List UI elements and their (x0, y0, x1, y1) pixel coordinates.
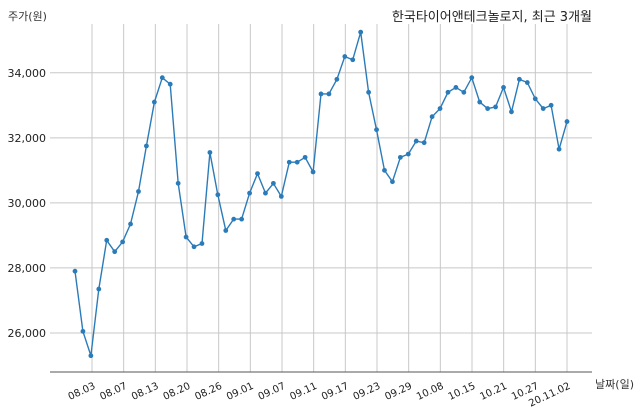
data-point (445, 89, 451, 95)
y-tick-label: 28,000 (8, 262, 47, 275)
data-point (390, 179, 395, 185)
x-tick-label: 10.21 (478, 381, 509, 403)
y-tick-label: 34,000 (8, 67, 47, 80)
x-tick-label: 10.08 (415, 381, 446, 403)
x-tick-label: 08.13 (130, 381, 161, 403)
data-point (405, 151, 411, 157)
data-point (80, 328, 86, 334)
data-point (159, 75, 165, 81)
data-point (366, 89, 372, 95)
data-point (255, 171, 260, 177)
data-point (532, 96, 538, 102)
data-point (183, 234, 189, 240)
data-point (334, 76, 340, 82)
data-point (175, 180, 181, 186)
x-tick-label: 09.07 (257, 381, 288, 403)
data-point (191, 244, 197, 250)
data-point (516, 76, 522, 82)
data-point (112, 249, 118, 255)
data-point (382, 167, 387, 173)
data-point (453, 85, 459, 90)
data-point (524, 80, 530, 85)
data-point (223, 228, 229, 233)
data-point (564, 119, 570, 124)
data-point (485, 106, 491, 111)
x-tick-label: 09.01 (225, 381, 256, 403)
y-tick-label: 30,000 (8, 197, 47, 210)
data-point (350, 57, 356, 63)
y-tick-label: 32,000 (8, 132, 47, 145)
data-point (278, 193, 284, 199)
data-point (310, 169, 316, 175)
data-point (493, 104, 498, 110)
data-point (318, 91, 324, 97)
data-point (239, 216, 245, 222)
data-point (286, 159, 292, 165)
data-point (104, 237, 110, 243)
data-point (294, 159, 300, 165)
data-point (540, 106, 546, 111)
x-tick-label: 09.23 (352, 381, 383, 403)
data-point (342, 54, 348, 59)
data-point (326, 91, 332, 97)
data-point (556, 146, 562, 152)
x-tick-label: 08.07 (98, 381, 129, 403)
data-point (247, 190, 252, 196)
data-point (167, 81, 173, 87)
x-tick-label: 09.29 (383, 381, 414, 403)
x-axis-label: 날짜(일) (595, 378, 634, 391)
data-point (207, 150, 213, 155)
data-point (501, 85, 506, 90)
data-point (231, 216, 237, 222)
chart-title: 한국타이어앤테크놀로지, 최근 3개월 (391, 10, 592, 25)
data-point (215, 192, 221, 198)
x-tick-label: 08.03 (67, 381, 98, 403)
data-point (469, 75, 475, 81)
data-point (302, 154, 308, 160)
y-tick-label: 26,000 (8, 327, 47, 340)
data-point (358, 29, 364, 35)
x-tick-label: 08.26 (193, 381, 224, 403)
data-point (429, 114, 435, 120)
data-point (199, 241, 205, 246)
y-axis-label: 주가(원) (8, 10, 47, 23)
data-point (413, 138, 419, 144)
data-point (144, 143, 149, 149)
data-point (477, 99, 483, 105)
data-point (548, 102, 554, 108)
data-point (96, 286, 102, 292)
data-point (397, 154, 403, 160)
data-point (421, 140, 427, 146)
x-tick-label: 08.20 (162, 381, 193, 403)
x-tick-label: 09.17 (320, 381, 351, 403)
data-point (461, 89, 467, 95)
data-point (88, 353, 94, 359)
data-point (72, 268, 78, 274)
x-tick-label: 09.11 (288, 381, 319, 403)
data-point (270, 180, 276, 186)
data-point (120, 239, 126, 245)
data-point (128, 221, 133, 227)
x-tick-label: 10.15 (447, 381, 478, 403)
price-line (74, 31, 568, 356)
data-point (263, 190, 268, 196)
data-point (509, 109, 514, 115)
data-point (136, 189, 141, 194)
data-point (151, 99, 157, 105)
data-point (437, 106, 443, 111)
data-point (374, 127, 379, 133)
